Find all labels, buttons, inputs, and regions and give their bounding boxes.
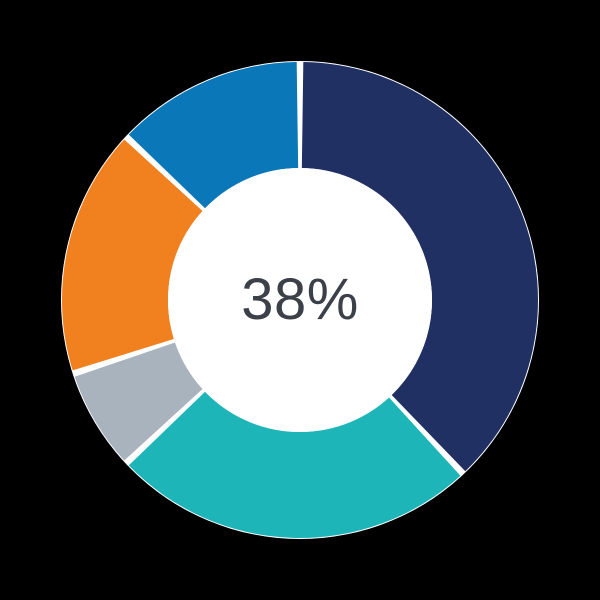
donut-slice-gray[interactable] bbox=[74, 342, 203, 461]
donut-slice-teal[interactable] bbox=[128, 391, 461, 538]
donut-center-hub bbox=[168, 168, 432, 432]
donut-slice-group bbox=[61, 62, 539, 538]
donut-slice-light-blue[interactable] bbox=[128, 62, 299, 209]
donut-slice-orange[interactable] bbox=[61, 139, 203, 371]
donut-slice-navy[interactable] bbox=[301, 62, 539, 472]
